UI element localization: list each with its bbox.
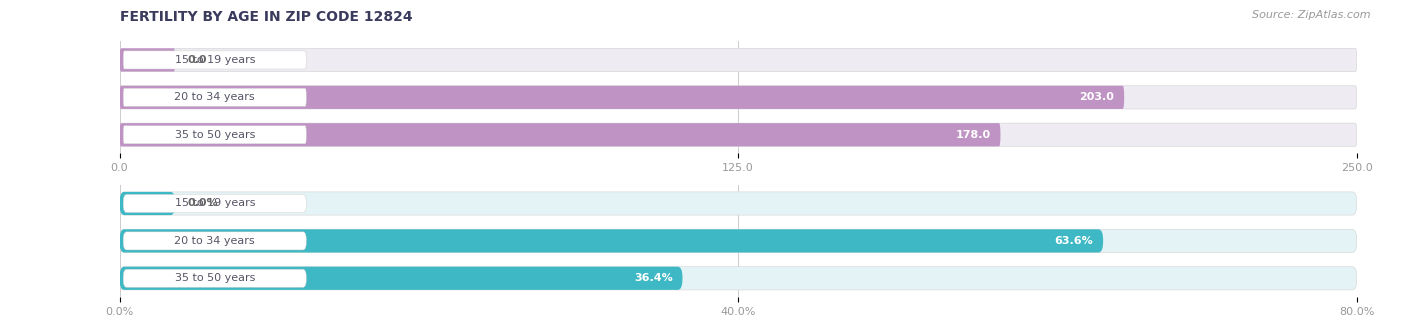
Text: Source: ZipAtlas.com: Source: ZipAtlas.com — [1253, 10, 1371, 20]
Text: 36.4%: 36.4% — [634, 273, 672, 283]
Text: 35 to 50 years: 35 to 50 years — [174, 130, 254, 140]
FancyBboxPatch shape — [120, 267, 1357, 290]
Text: 178.0: 178.0 — [956, 130, 991, 140]
FancyBboxPatch shape — [120, 229, 1104, 252]
FancyBboxPatch shape — [120, 86, 1357, 109]
Text: 20 to 34 years: 20 to 34 years — [174, 236, 254, 246]
FancyBboxPatch shape — [120, 192, 1357, 215]
Text: 203.0: 203.0 — [1080, 92, 1115, 102]
Text: 35 to 50 years: 35 to 50 years — [174, 273, 254, 283]
FancyBboxPatch shape — [120, 192, 176, 215]
Text: 0.0%: 0.0% — [187, 199, 218, 209]
FancyBboxPatch shape — [124, 51, 307, 69]
Text: 15 to 19 years: 15 to 19 years — [174, 55, 254, 65]
FancyBboxPatch shape — [120, 86, 1125, 109]
FancyBboxPatch shape — [120, 229, 1357, 252]
Text: 63.6%: 63.6% — [1054, 236, 1094, 246]
Text: 0.0: 0.0 — [187, 55, 207, 65]
FancyBboxPatch shape — [120, 49, 176, 72]
FancyBboxPatch shape — [120, 49, 1357, 72]
FancyBboxPatch shape — [124, 126, 307, 144]
FancyBboxPatch shape — [120, 123, 1357, 146]
Text: 15 to 19 years: 15 to 19 years — [174, 199, 254, 209]
FancyBboxPatch shape — [120, 123, 1001, 146]
FancyBboxPatch shape — [124, 194, 307, 213]
Text: 20 to 34 years: 20 to 34 years — [174, 92, 254, 102]
FancyBboxPatch shape — [124, 232, 307, 250]
FancyBboxPatch shape — [124, 88, 307, 106]
FancyBboxPatch shape — [120, 267, 682, 290]
Text: FERTILITY BY AGE IN ZIP CODE 12824: FERTILITY BY AGE IN ZIP CODE 12824 — [120, 10, 412, 24]
FancyBboxPatch shape — [124, 269, 307, 287]
